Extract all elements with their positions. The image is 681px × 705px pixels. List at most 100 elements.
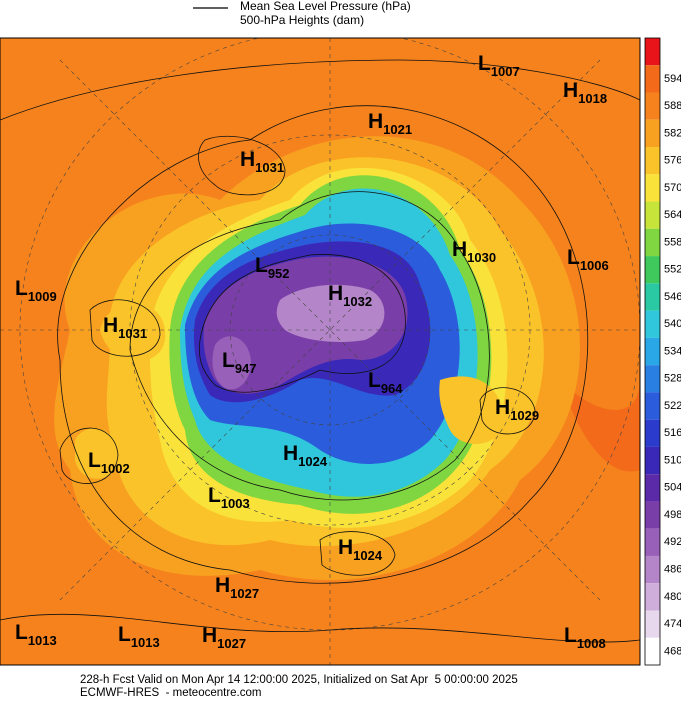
colorbar-swatch <box>645 201 660 229</box>
colorbar-swatch <box>645 147 660 175</box>
pressure-center: H1032 <box>328 282 372 309</box>
center-value: 1007 <box>491 64 520 79</box>
pressure-center: L964 <box>368 369 403 396</box>
pressure-center: H1024 <box>283 442 328 469</box>
center-value: 1029 <box>510 408 539 423</box>
colorbar-swatch <box>645 419 660 447</box>
center-value: 1006 <box>580 258 609 273</box>
pressure-center: L1013 <box>15 621 57 648</box>
colorbar-tick-label: 540 <box>664 318 681 330</box>
colorbar-tick-label: 594 <box>664 73 681 85</box>
colorbar-tick-label: 570 <box>664 182 681 194</box>
colorbar-tick-label: 564 <box>664 209 681 221</box>
center-value: 1027 <box>217 636 246 651</box>
pressure-center: H1027 <box>215 574 259 601</box>
center-letter: H <box>563 79 578 102</box>
center-value: 1024 <box>353 548 383 563</box>
center-value: 1031 <box>118 326 147 341</box>
center-letter: L <box>222 349 235 372</box>
pressure-center: H1031 <box>103 314 147 341</box>
center-value: 1021 <box>383 122 412 137</box>
center-value: 1009 <box>28 289 57 304</box>
legend-text: 500-hPa Heights (dam) <box>240 13 364 27</box>
colorbar-swatch <box>645 528 660 556</box>
colorbar-tick-label: 480 <box>664 591 681 603</box>
center-value: 1013 <box>131 635 160 650</box>
pressure-center: L1003 <box>208 484 250 511</box>
center-value: 1008 <box>577 636 606 651</box>
pressure-center: L1006 <box>567 246 609 273</box>
center-value: 1024 <box>298 454 328 469</box>
colorbar: 594 588 582 576 570 564 558 552 546 540 534 528 522 5… <box>644 37 681 666</box>
colorbar-tick-label: 576 <box>664 155 681 167</box>
colorbar-tick-label: 552 <box>664 264 681 276</box>
pressure-center: L1009 <box>15 277 57 304</box>
colorbar-swatch <box>645 446 660 475</box>
map-frame <box>0 37 641 666</box>
legend-text: Mean Sea Level Pressure (hPa) <box>240 0 411 13</box>
center-letter: H <box>328 282 343 305</box>
colorbar-swatch <box>645 555 660 584</box>
center-letter: L <box>88 449 101 472</box>
pressure-center: L1013 <box>118 623 160 650</box>
colorbar-tick-label: 498 <box>664 509 681 521</box>
center-letter: H <box>215 574 230 597</box>
pressure-center: L952 <box>255 254 290 281</box>
colorbar-swatch <box>645 228 660 257</box>
center-letter: L <box>255 254 268 277</box>
center-letter: H <box>368 110 383 133</box>
center-letter: H <box>338 536 353 559</box>
colorbar-tick-label: 492 <box>664 536 681 548</box>
colorbar-swatch <box>645 38 660 66</box>
center-letter: H <box>495 396 510 419</box>
center-value: 1013 <box>28 633 57 648</box>
center-letter: L <box>208 484 221 507</box>
colorbar-tick-label: 528 <box>664 373 681 385</box>
colorbar-tick-label: 516 <box>664 427 681 439</box>
colorbar-tick-label: 504 <box>664 482 681 494</box>
colorbar-tick-label: 474 <box>664 618 681 630</box>
center-letter: L <box>15 621 28 644</box>
pressure-center: L1008 <box>564 624 606 651</box>
colorbar-tick-label: 558 <box>664 236 681 248</box>
colorbar-swatch <box>645 365 660 393</box>
colorbar-swatch <box>645 65 660 93</box>
center-value: 1002 <box>101 461 130 476</box>
center-value: 1032 <box>343 294 372 309</box>
colorbar-swatch <box>645 392 660 420</box>
map <box>0 38 640 665</box>
pressure-center: L1002 <box>88 449 130 476</box>
colorbar-swatch <box>645 501 660 529</box>
center-letter: L <box>15 277 28 300</box>
colorbar-tick-label: 510 <box>664 454 681 466</box>
center-value: 1031 <box>255 160 284 175</box>
center-value: 1030 <box>467 250 496 265</box>
colorbar-tick-label: 546 <box>664 291 681 303</box>
pressure-center: L1007 <box>478 52 520 79</box>
center-letter: L <box>567 246 580 269</box>
pressure-center: H1030 <box>452 238 496 265</box>
center-value: 1018 <box>578 91 607 106</box>
center-letter: H <box>240 148 255 171</box>
pressure-center: H1024 <box>338 536 383 563</box>
colorbar-tick-label: 588 <box>664 100 681 112</box>
center-value: 947 <box>235 361 257 376</box>
pressure-center: H1021 <box>368 110 412 137</box>
pressure-center: H1027 <box>202 624 246 651</box>
center-letter: L <box>368 369 381 392</box>
center-letter: L <box>118 623 131 646</box>
colorbar-tick-label: 486 <box>664 563 681 575</box>
center-letter: H <box>283 442 298 465</box>
center-value: 1027 <box>230 586 259 601</box>
colorbar-tick-label: 468 <box>664 645 681 657</box>
colorbar-swatch <box>645 474 660 502</box>
footer-text: 228-h Fcst Valid on Mon Apr 14 12:00:00 … <box>80 674 518 686</box>
colorbar-swatch <box>645 119 660 148</box>
colorbar-frame <box>644 37 661 666</box>
pressure-center: L947 <box>222 349 257 376</box>
colorbar-swatch <box>645 256 660 284</box>
center-value: 964 <box>381 381 403 396</box>
